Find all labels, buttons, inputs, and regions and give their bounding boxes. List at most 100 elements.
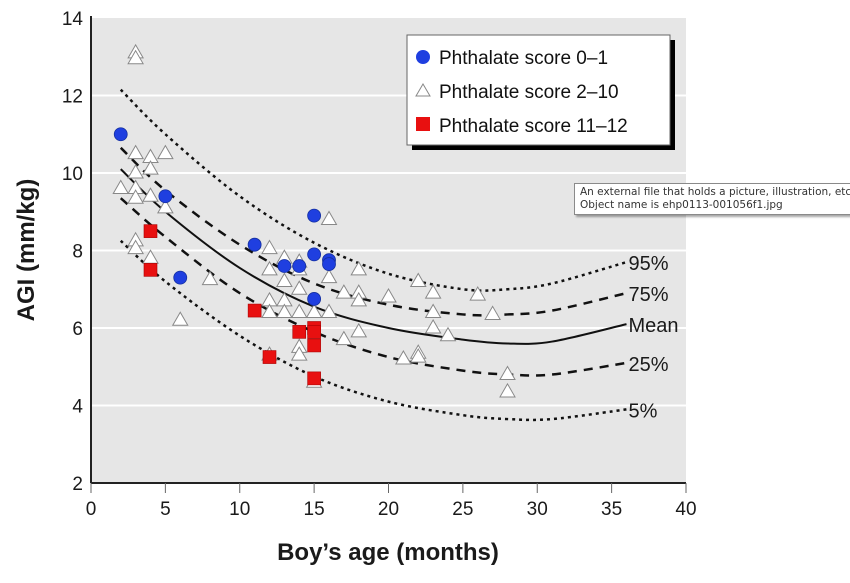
point-score-11-12 [307, 371, 321, 386]
point-score-0-1 [307, 292, 322, 306]
axes [90, 16, 687, 493]
point-score-2-10 [290, 303, 308, 318]
point-score-2-10 [335, 284, 353, 299]
point-score-2-10 [350, 322, 368, 338]
point-score-2-10 [499, 365, 516, 380]
x-tick-label: 40 [675, 499, 696, 520]
x-tick-label: 0 [86, 499, 97, 520]
curve-labels: 95% 75% Mean 25% 5% [629, 253, 679, 422]
point-score-0-1 [322, 257, 336, 271]
point-score-2-10 [127, 144, 144, 160]
point-score-2-10 [320, 303, 338, 318]
y-tick-label: 2 [72, 474, 83, 495]
x-tick-label: 20 [378, 499, 399, 520]
point-score-11-12 [247, 303, 262, 318]
data-points [112, 43, 516, 398]
x-tick-label: 35 [601, 499, 622, 520]
curve-label-25pct: 25% [629, 354, 669, 376]
point-score-2-10 [424, 303, 442, 318]
image-tooltip: An external file that holds a picture, i… [574, 183, 850, 215]
point-score-2-10 [439, 326, 457, 342]
x-tick-label: 15 [304, 499, 325, 520]
point-score-2-10 [395, 349, 412, 365]
point-score-2-10 [424, 284, 442, 299]
point-score-0-1 [307, 247, 322, 262]
point-score-0-1 [158, 189, 173, 204]
y-axis-title: AGI (mm/kg) [13, 179, 40, 322]
point-score-2-10 [261, 303, 278, 318]
curve-mean [120, 168, 627, 345]
point-score-0-1 [292, 259, 307, 273]
point-score-0-1 [247, 237, 262, 252]
point-score-11-12 [307, 338, 321, 353]
point-score-2-10 [112, 179, 130, 194]
point-score-2-10 [261, 239, 278, 255]
point-score-2-10 [499, 382, 516, 398]
point-score-0-1 [173, 270, 188, 285]
point-score-11-12 [292, 325, 307, 339]
point-score-0-1 [277, 259, 292, 273]
legend-label-score-0-1: Phthalate score 0–1 [439, 48, 608, 69]
legend-label-score-11-12: Phthalate score 11–12 [439, 116, 628, 137]
curve-75pct [119, 146, 627, 317]
point-score-2-10 [320, 268, 338, 284]
point-score-2-10 [335, 330, 353, 346]
point-score-11-12 [307, 325, 321, 339]
point-score-11-12 [143, 263, 158, 277]
x-tick-label: 10 [229, 499, 250, 520]
curve-label-75pct: 75% [629, 284, 669, 306]
point-score-2-10 [201, 270, 219, 286]
point-score-2-10 [127, 189, 144, 204]
point-score-2-10 [484, 305, 501, 320]
point-score-2-10 [142, 160, 159, 175]
point-score-2-10 [290, 346, 308, 361]
percentile-curves [119, 88, 627, 422]
curve-label-95pct: 95% [629, 253, 669, 275]
point-score-0-1 [113, 127, 128, 142]
point-score-11-12 [143, 224, 158, 238]
point-score-2-10 [469, 286, 487, 301]
point-score-2-10 [409, 348, 427, 363]
point-score-2-10 [127, 163, 144, 179]
y-tick-label: 12 [62, 87, 83, 108]
point-score-2-10 [157, 198, 174, 214]
curve-label-mean: Mean [629, 315, 679, 337]
tooltip-line-2: Object name is ehp0113-001056f1.jpg [580, 199, 783, 211]
curve-95pct [119, 88, 627, 292]
legend-marker-circle [416, 50, 430, 64]
legend-label-score-2-10: Phthalate score 2–10 [439, 82, 619, 103]
point-score-2-10 [157, 144, 174, 160]
legend-marker-triangle [415, 83, 431, 97]
x-tick-label: 5 [160, 499, 171, 520]
curve-label-5pct: 5% [629, 400, 658, 422]
y-tick-label: 6 [72, 319, 83, 340]
y-tick-label: 10 [62, 164, 83, 185]
x-axis-title: Boy’s age (months) [277, 539, 499, 566]
x-tick-label: 30 [527, 499, 548, 520]
point-score-2-10 [127, 49, 144, 65]
point-score-2-10 [380, 287, 397, 303]
point-score-2-10 [409, 272, 427, 287]
point-score-2-10 [142, 187, 159, 202]
legend: Phthalate score 0–1 Phthalate score 2–10… [406, 34, 675, 150]
point-score-2-10 [127, 239, 144, 255]
point-score-2-10 [290, 280, 308, 295]
y-tick-label: 14 [62, 9, 84, 30]
point-score-2-10 [171, 311, 189, 326]
point-score-2-10 [320, 210, 338, 225]
tooltip-line-1: An external file that holds a picture, i… [580, 186, 850, 198]
x-tick-label: 25 [452, 499, 473, 520]
legend-box [406, 34, 671, 146]
curve-25pct [119, 197, 627, 377]
y-tick-label: 4 [72, 397, 83, 418]
y-tick-label: 8 [72, 242, 83, 263]
legend-marker-square [416, 117, 430, 131]
point-score-2-10 [350, 260, 368, 276]
point-score-2-10 [305, 303, 323, 318]
point-score-0-1 [307, 208, 322, 223]
point-score-2-10 [424, 318, 442, 334]
point-score-2-10 [276, 303, 293, 318]
tick-labels: 0 5 10 15 20 25 30 35 40 2 4 6 8 10 12 14 [62, 9, 697, 520]
point-score-2-10 [276, 272, 293, 287]
